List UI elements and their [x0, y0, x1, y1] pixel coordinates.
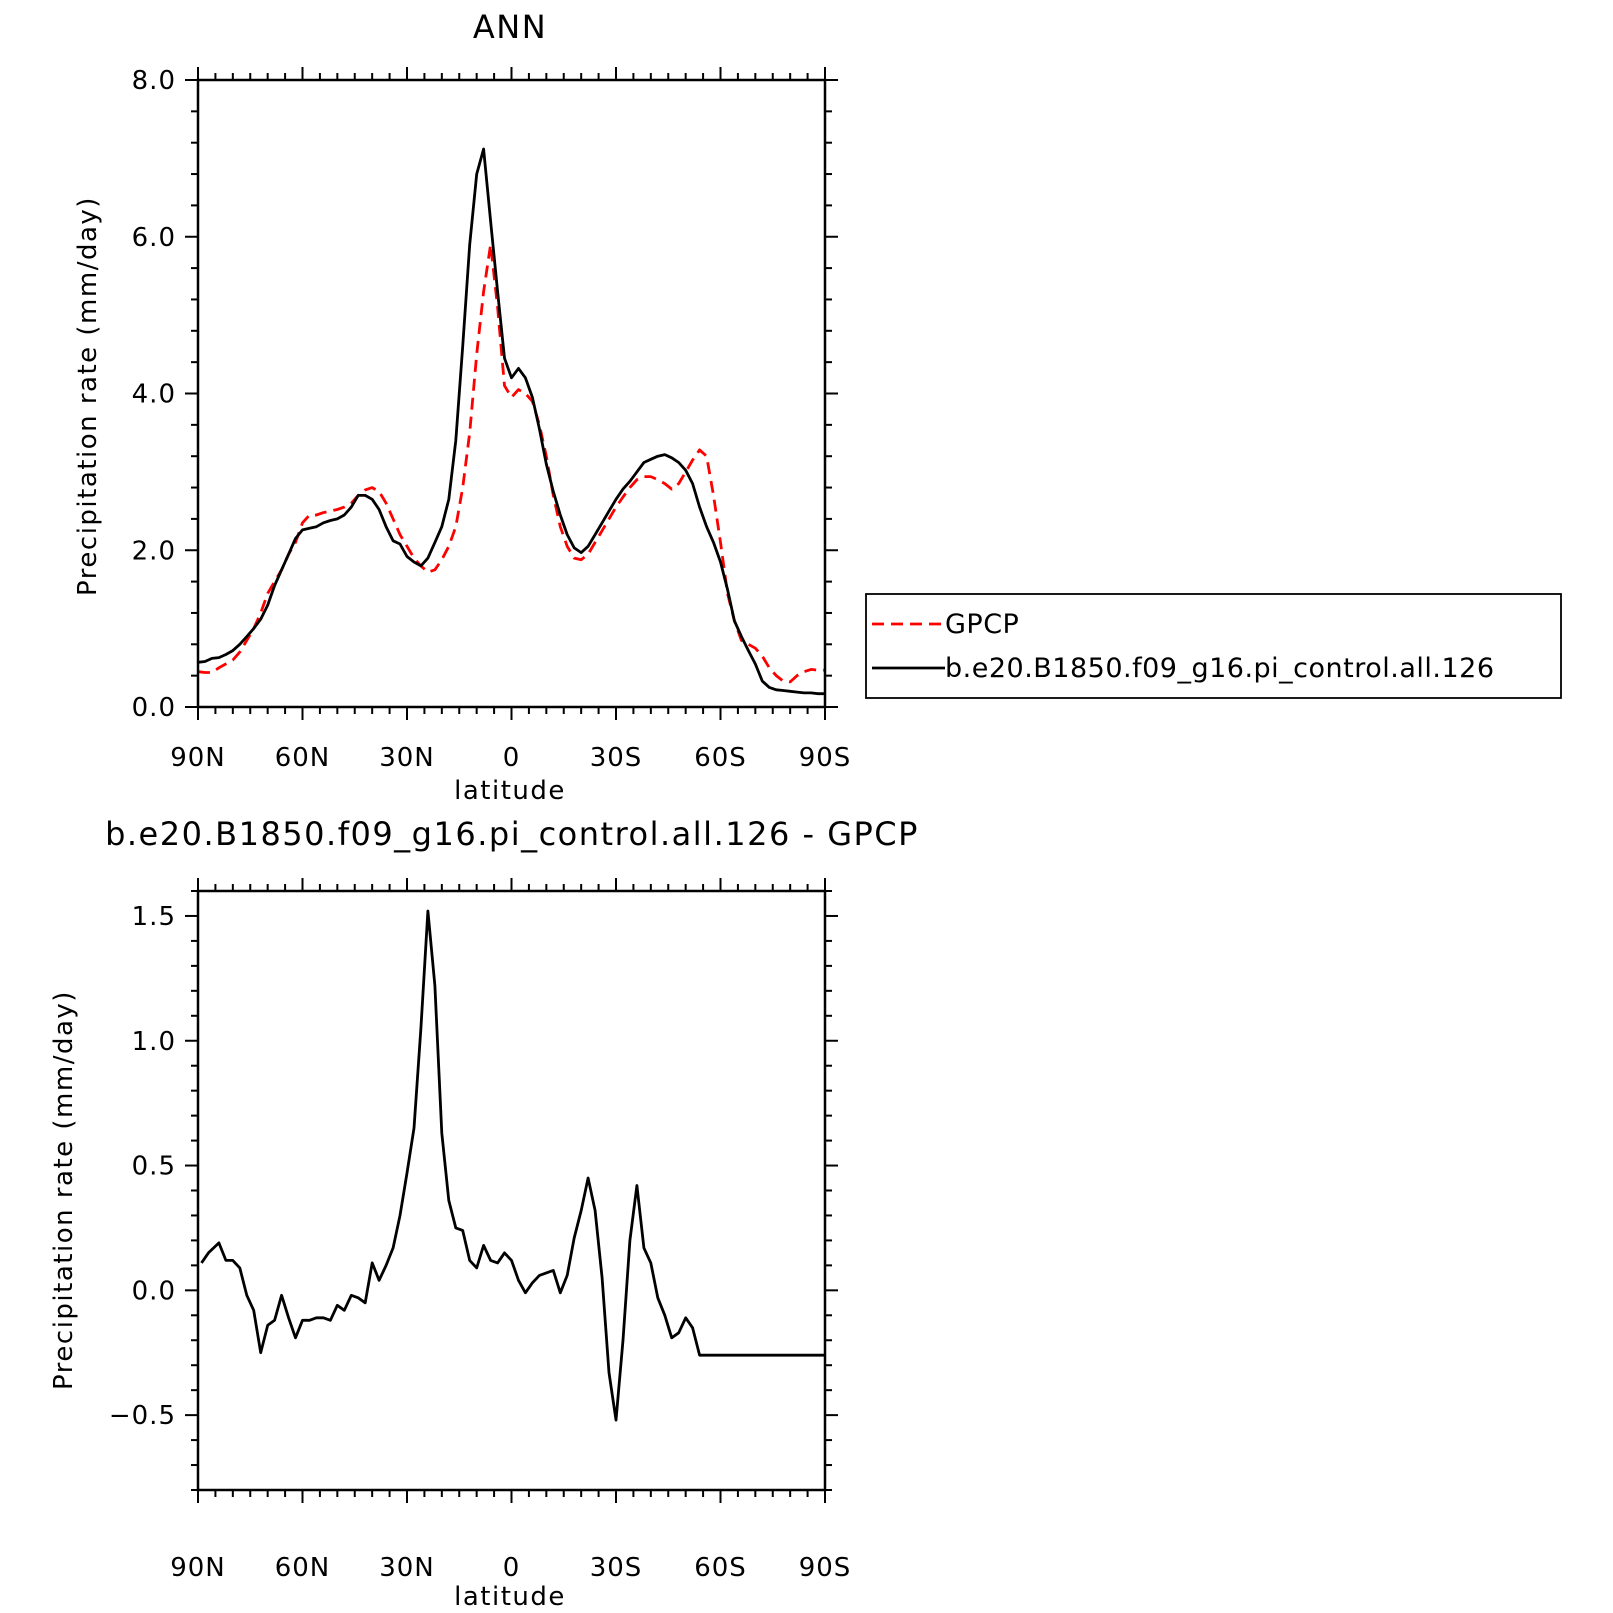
- top-x-tick-label: 30S: [590, 743, 643, 773]
- top-panel-title: ANN: [473, 8, 547, 46]
- top-x-tick-label: 60S: [694, 743, 747, 773]
- top-x-tick-label: 30N: [379, 743, 435, 773]
- top-y-tick-label: 6.0: [132, 223, 176, 253]
- legend-label-model: b.e20.B1850.f09_g16.pi_control.all.126: [945, 653, 1495, 684]
- bottom-y-tick-label: 0.0: [132, 1276, 176, 1306]
- top-y-tick-label: 0.0: [132, 693, 176, 723]
- legend-box: [865, 593, 1562, 699]
- top-x-tick-label: 90S: [799, 743, 852, 773]
- top-y-tick-label: 4.0: [132, 380, 176, 410]
- bottom-y-tick-label: 0.5: [132, 1152, 176, 1182]
- legend-label-gpcp: GPCP: [945, 609, 1019, 640]
- bottom-x-tick-label: 0: [503, 1553, 521, 1583]
- bottom-y-tick-labels: −0.5 0.0 0.5 1.0 1.5: [109, 902, 176, 1431]
- bottom-x-tick-label: 90N: [170, 1553, 226, 1583]
- bottom-y-axis-label: Precipitation rate (mm/day): [49, 990, 79, 1390]
- top-x-tick-label: 0: [503, 743, 521, 773]
- bottom-series-group: [200, 909, 825, 1422]
- bottom-series-difference-line: [200, 909, 825, 1422]
- bottom-panel: b.e20.B1850.f09_g16.pi_control.all.126 -…: [49, 815, 919, 1612]
- legend: GPCP b.e20.B1850.f09_g16.pi_control.all.…: [865, 593, 1562, 699]
- bottom-x-tick-label: 60S: [694, 1553, 747, 1583]
- top-series-group: [197, 147, 825, 696]
- bottom-y-tick-label: 1.0: [132, 1027, 176, 1057]
- bottom-y-tick-label: −0.5: [109, 1401, 176, 1431]
- top-x-tick-labels: 90N 60N 30N 0 30S 60S 90S: [170, 743, 852, 773]
- top-panel: ANN Precipitation rate (mm/day) latitude…: [73, 8, 1562, 806]
- bottom-x-tick-label: 60N: [275, 1553, 331, 1583]
- top-y-axis-label: Precipitation rate (mm/day): [73, 196, 103, 596]
- bottom-x-tick-labels: 90N 60N 30N 0 30S 60S 90S: [170, 1553, 852, 1583]
- bottom-plot-frame: [196, 889, 827, 1492]
- bottom-x-tick-label: 90S: [799, 1553, 852, 1583]
- top-y-tick-labels: 0.0 2.0 4.0 6.0 8.0: [132, 66, 176, 723]
- top-y-tick-label: 8.0: [132, 66, 176, 96]
- top-series-gpcp-line: [197, 243, 825, 684]
- top-x-axis-label: latitude: [454, 776, 566, 806]
- top-plot-frame: [196, 78, 827, 709]
- bottom-panel-title: b.e20.B1850.f09_g16.pi_control.all.126 -…: [105, 815, 919, 853]
- bottom-x-tick-label: 30S: [590, 1553, 643, 1583]
- bottom-x-axis-label: latitude: [454, 1582, 566, 1612]
- top-series-b-e20-b1850-f09-g16-pi-control-all-126-line: [197, 147, 825, 696]
- bottom-y-tick-label: 1.5: [132, 902, 176, 932]
- top-x-tick-label: 90N: [170, 743, 226, 773]
- top-x-tick-label: 60N: [275, 743, 331, 773]
- bottom-x-tick-label: 30N: [379, 1553, 435, 1583]
- top-y-tick-label: 2.0: [132, 536, 176, 566]
